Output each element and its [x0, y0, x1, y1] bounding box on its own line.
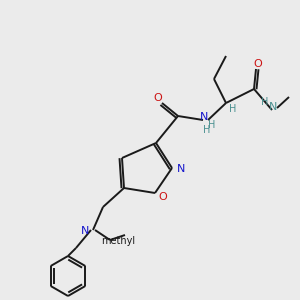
Text: H: H	[208, 120, 216, 130]
Text: O: O	[254, 59, 262, 69]
Text: H: H	[229, 104, 237, 114]
Text: N: N	[177, 164, 185, 174]
Text: N: N	[81, 226, 89, 236]
Text: N: N	[200, 112, 208, 122]
Text: H: H	[261, 97, 269, 107]
Text: H: H	[203, 125, 211, 135]
Text: O: O	[154, 93, 162, 103]
Text: methyl: methyl	[101, 236, 135, 246]
Text: O: O	[159, 192, 167, 202]
Text: N: N	[269, 102, 277, 112]
